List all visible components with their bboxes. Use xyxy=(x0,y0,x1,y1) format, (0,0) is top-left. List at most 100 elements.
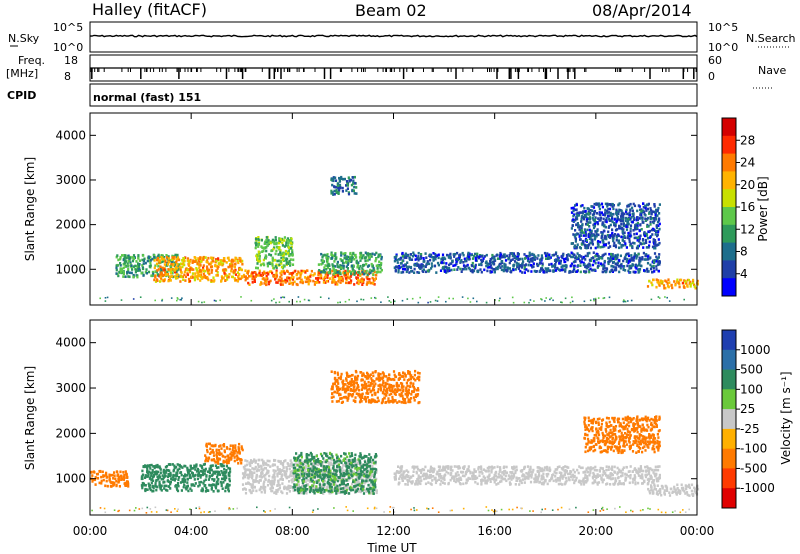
power-cell xyxy=(569,270,572,274)
power-cell xyxy=(237,277,240,281)
power-cell xyxy=(586,223,589,226)
power-cell xyxy=(650,212,653,215)
power-cell xyxy=(622,267,625,271)
velocity-cell xyxy=(314,468,317,471)
velocity-cell xyxy=(169,482,172,486)
power-cell xyxy=(646,261,650,265)
power-cell xyxy=(271,264,274,267)
power-cell xyxy=(122,272,125,276)
velocity-cell xyxy=(330,458,333,462)
velocity-cell xyxy=(367,459,370,462)
power-cell xyxy=(151,257,154,261)
power-cell xyxy=(626,212,629,216)
power-cell xyxy=(542,270,545,274)
power-cell xyxy=(629,244,632,247)
velocity-cell xyxy=(146,470,149,473)
power-cell xyxy=(651,270,654,274)
power-cell xyxy=(330,177,333,180)
power-cell xyxy=(330,253,333,256)
power-cell xyxy=(349,281,352,285)
velocity-cell xyxy=(266,471,269,475)
power-cell xyxy=(578,225,581,229)
power-cell xyxy=(623,240,626,243)
velocity-cell xyxy=(159,487,162,491)
velocity-cell xyxy=(191,472,194,475)
power-cell xyxy=(283,236,286,239)
velocity-cell xyxy=(225,469,228,472)
velocity-cell xyxy=(346,485,349,489)
power-cell xyxy=(580,211,583,214)
power-cell xyxy=(160,271,163,274)
power-cell xyxy=(628,259,631,263)
velocity-cell xyxy=(216,456,219,460)
power-cell xyxy=(638,259,641,262)
power-cell xyxy=(156,256,160,260)
velocity-cell xyxy=(346,455,349,459)
velocity-cell xyxy=(325,465,328,468)
power-cell xyxy=(493,258,496,261)
power-cell xyxy=(128,275,131,279)
power-colorbar-tick-label: 20 xyxy=(740,178,755,192)
power-cell xyxy=(601,205,604,209)
power-cell xyxy=(203,269,207,273)
power-cell xyxy=(265,275,268,278)
velocity-cell xyxy=(201,470,204,473)
power-cell xyxy=(638,256,641,260)
velocity-cell xyxy=(366,479,369,483)
power-cell xyxy=(405,255,408,258)
velocity-cell xyxy=(244,464,247,468)
power-cell xyxy=(359,264,362,268)
power-cell xyxy=(622,259,625,263)
velocity-cell xyxy=(284,459,287,462)
power-cell xyxy=(572,208,576,211)
power-cell xyxy=(504,265,507,269)
velocity-cell xyxy=(186,474,189,477)
power-cell xyxy=(454,263,457,267)
power-cell xyxy=(292,271,295,275)
power-cell xyxy=(166,261,169,265)
velocity-cell xyxy=(353,457,356,460)
power-cell xyxy=(590,231,593,235)
velocity-cell xyxy=(167,474,170,477)
power-cell xyxy=(220,279,223,282)
power-cell xyxy=(163,268,166,271)
velocity-cell xyxy=(251,472,254,475)
power-cell xyxy=(581,204,584,207)
power-cell xyxy=(270,249,273,253)
power-cell xyxy=(130,264,133,267)
power-cell xyxy=(174,265,178,269)
power-cell xyxy=(566,258,569,262)
velocity-cell xyxy=(157,470,160,474)
power-cell xyxy=(551,265,554,268)
power-cell xyxy=(145,268,148,271)
power-cell xyxy=(523,266,526,269)
power-cell xyxy=(620,214,623,218)
power-cell xyxy=(265,277,268,280)
power-cell xyxy=(659,279,662,283)
power-cell xyxy=(398,266,401,270)
power-cell xyxy=(143,257,146,261)
power-cell xyxy=(631,263,634,266)
velocity-cell xyxy=(96,472,99,476)
power-colorbar-tick-label: 8 xyxy=(740,245,748,259)
velocity-cell xyxy=(214,464,217,467)
velocity-cell xyxy=(212,483,215,486)
power-cell xyxy=(157,259,160,262)
power-cell xyxy=(332,278,335,281)
power-cell xyxy=(251,277,254,281)
velocity-cell xyxy=(358,466,361,470)
power-cell xyxy=(628,267,631,270)
velocity-cell xyxy=(191,474,194,477)
velocity-cell xyxy=(276,468,280,471)
power-cell xyxy=(174,253,177,257)
power-cell xyxy=(366,277,369,281)
power-cell xyxy=(342,261,345,265)
power-cell xyxy=(609,245,612,248)
power-cell xyxy=(591,269,594,272)
power-cell xyxy=(170,258,173,262)
velocity-cell xyxy=(187,469,190,473)
power-cell xyxy=(577,224,580,227)
power-cell xyxy=(689,280,692,284)
velocity-cell xyxy=(234,444,237,447)
power-cell xyxy=(364,259,367,263)
